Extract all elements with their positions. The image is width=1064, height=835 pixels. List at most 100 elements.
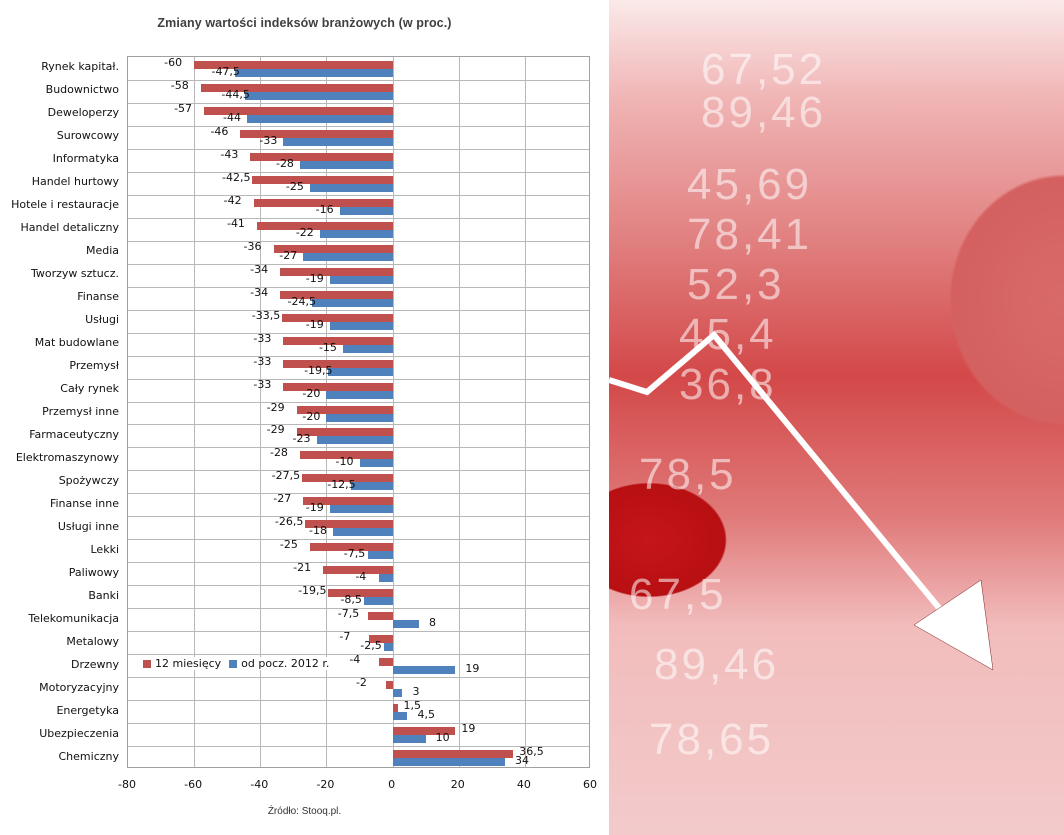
bar-12-months bbox=[281, 313, 393, 322]
category-label: Farmaceutyczny bbox=[29, 427, 119, 441]
bar-12-months bbox=[283, 359, 393, 368]
bar-since-2012 bbox=[247, 114, 393, 123]
bar-since-2012 bbox=[316, 436, 393, 445]
category-label: Telekomunikacja bbox=[28, 611, 119, 625]
category-label: Usługi bbox=[85, 313, 119, 327]
category-label: Hotele i restauracje bbox=[11, 198, 119, 212]
bar-12-months bbox=[379, 658, 393, 667]
bar-12-months bbox=[385, 681, 393, 690]
photo-number-text: 89,46 bbox=[654, 640, 780, 689]
bar-since-2012 bbox=[364, 597, 393, 606]
category-label: Spożywczy bbox=[58, 473, 119, 487]
gridline-horizontal bbox=[128, 677, 589, 679]
bar-12-months bbox=[323, 566, 393, 575]
value-label: -28 bbox=[275, 156, 294, 170]
bar-12-months bbox=[283, 382, 393, 391]
value-label: -15 bbox=[318, 340, 337, 354]
bar-since-2012 bbox=[392, 620, 420, 629]
value-label: 34 bbox=[515, 754, 529, 768]
value-label: -29 bbox=[266, 400, 285, 414]
x-tick-label: 40 bbox=[516, 778, 531, 791]
category-label: Banki bbox=[88, 588, 119, 602]
category-label: Elektromaszynowy bbox=[15, 450, 119, 464]
gridline-horizontal bbox=[128, 102, 589, 104]
value-label: -12,5 bbox=[327, 478, 356, 492]
bar-since-2012 bbox=[329, 505, 393, 514]
x-tick-label: -20 bbox=[316, 778, 335, 791]
x-tick-label: -60 bbox=[184, 778, 203, 791]
value-label: -33 bbox=[253, 354, 272, 368]
photo-number-text: 45,69 bbox=[687, 160, 813, 209]
category-label: Paliwowy bbox=[68, 565, 119, 579]
value-label: -33,5 bbox=[251, 308, 281, 322]
bar-12-months bbox=[309, 543, 393, 552]
bar-12-months bbox=[303, 497, 393, 506]
bar-since-2012 bbox=[311, 298, 393, 307]
value-label: -42 bbox=[223, 193, 242, 207]
bar-12-months bbox=[299, 451, 393, 460]
category-label: Przemysł inne bbox=[42, 405, 119, 418]
category-label: Przemysł bbox=[69, 359, 119, 373]
gridline-horizontal bbox=[128, 608, 589, 610]
value-label: 19 bbox=[461, 722, 476, 736]
gridline-vertical bbox=[524, 57, 526, 767]
gridline-horizontal bbox=[128, 746, 589, 748]
bar-12-months bbox=[367, 612, 393, 621]
value-label: -46 bbox=[210, 124, 229, 138]
value-label: -2 bbox=[355, 676, 367, 690]
bar-12-months bbox=[256, 221, 393, 230]
gridline-horizontal bbox=[128, 355, 589, 357]
bar-12-months bbox=[252, 175, 393, 184]
photo-number-text: 89,46 bbox=[701, 88, 827, 137]
bar-12-months bbox=[304, 520, 393, 529]
gridline-horizontal bbox=[128, 654, 589, 656]
value-label: -26,5 bbox=[274, 515, 304, 529]
bar-since-2012 bbox=[328, 367, 393, 376]
category-label: Chemiczny bbox=[58, 749, 120, 763]
value-label: -60 bbox=[164, 56, 183, 69]
photo-number-text: 78,65 bbox=[649, 715, 775, 764]
gridline-horizontal bbox=[128, 332, 589, 334]
bar-since-2012 bbox=[367, 551, 393, 560]
gridline-horizontal bbox=[128, 493, 589, 495]
value-label: -2,5 bbox=[360, 639, 382, 653]
value-label: -33 bbox=[253, 377, 272, 391]
bar-since-2012 bbox=[339, 206, 393, 215]
bar-12-months bbox=[194, 61, 393, 69]
category-label: Usługi inne bbox=[57, 519, 119, 533]
bar-12-months bbox=[240, 129, 393, 138]
gridline-horizontal bbox=[128, 562, 589, 564]
category-label: Energetyka bbox=[56, 703, 119, 717]
gridline-horizontal bbox=[128, 194, 589, 196]
bar-since-2012 bbox=[333, 528, 393, 537]
bar-since-2012 bbox=[359, 459, 393, 468]
value-label: 10 bbox=[435, 731, 450, 745]
down-trend-arrow-icon bbox=[609, 330, 994, 671]
bar-12-months bbox=[280, 267, 393, 276]
category-label: Informatyka bbox=[52, 152, 119, 166]
bar-12-months bbox=[301, 474, 393, 483]
value-label: -33 bbox=[253, 331, 272, 345]
bar-12-months bbox=[392, 750, 514, 759]
value-label: -43 bbox=[220, 147, 239, 161]
value-label: -19,5 bbox=[304, 363, 333, 377]
decorative-photo: 67,52 89,46 45,69 78,41 52,3 45,4 36,8 78,5 67,5… bbox=[609, 0, 1064, 835]
value-label: -4 bbox=[349, 653, 361, 667]
value-label: -36 bbox=[243, 239, 262, 253]
gridline-horizontal bbox=[128, 401, 589, 403]
bar-since-2012 bbox=[342, 344, 393, 353]
category-label: Motoryzacyjny bbox=[39, 680, 119, 694]
value-label: -10 bbox=[335, 455, 354, 469]
gridline-vertical bbox=[194, 57, 196, 767]
photo-number-text: 78,41 bbox=[687, 210, 813, 259]
value-label: -7,5 bbox=[337, 607, 360, 621]
value-label: -8,5 bbox=[340, 593, 362, 607]
gridline-horizontal bbox=[128, 378, 589, 380]
gridline-horizontal bbox=[128, 447, 589, 449]
bar-since-2012 bbox=[351, 482, 393, 491]
bar-since-2012 bbox=[392, 689, 403, 698]
chart-title: Zmiany wartości indeksów branżowych (w p… bbox=[157, 16, 452, 30]
bar-since-2012 bbox=[379, 574, 393, 583]
value-label: -28 bbox=[269, 446, 288, 460]
value-label: -33 bbox=[259, 133, 278, 147]
